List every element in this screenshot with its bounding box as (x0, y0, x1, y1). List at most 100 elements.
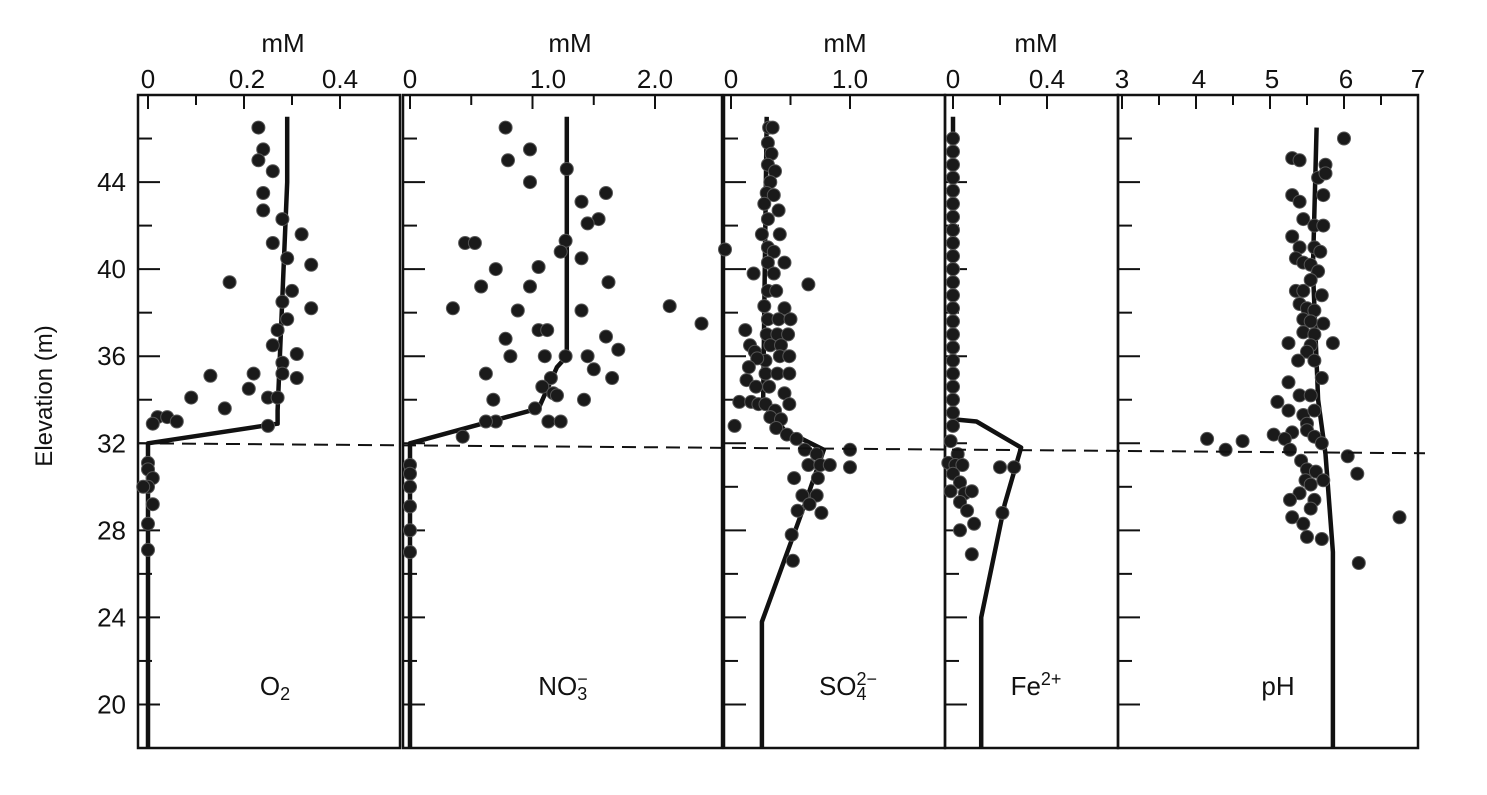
data-point (1303, 477, 1318, 492)
data-point (964, 547, 979, 562)
data-point (498, 331, 513, 346)
x-tick-label: 2.0 (637, 64, 673, 94)
data-point (601, 275, 616, 290)
data-point (304, 301, 319, 316)
data-point (738, 323, 753, 338)
data-point (1303, 388, 1318, 403)
data-point (501, 153, 515, 168)
data-point (304, 257, 319, 272)
data-point (762, 379, 777, 394)
data-point (285, 283, 299, 298)
data-point (141, 542, 155, 557)
data-point (769, 283, 784, 298)
data-point (843, 460, 857, 475)
data-point (993, 460, 1007, 475)
data-point (1316, 316, 1331, 331)
data-point (550, 388, 564, 403)
data-point (1283, 492, 1297, 507)
data-point (222, 275, 237, 290)
profile-line (950, 116, 1024, 748)
data-point (280, 312, 295, 327)
data-point (270, 323, 285, 338)
data-point (251, 120, 266, 135)
data-point (946, 301, 960, 316)
data-point (523, 279, 537, 294)
panel-frame (401, 93, 724, 750)
data-point (1392, 510, 1407, 525)
data-point (1303, 501, 1318, 516)
data-point (1307, 353, 1322, 368)
data-point (270, 390, 285, 405)
data-point (574, 194, 589, 209)
data-point (488, 262, 503, 277)
data-point (474, 279, 489, 294)
data-point (843, 442, 857, 457)
data-point (265, 236, 280, 250)
data-point (145, 497, 160, 512)
x-tick-label: 4 (1192, 64, 1206, 94)
data-point (797, 442, 812, 457)
data-point (559, 162, 574, 176)
unit-label: mM (261, 28, 304, 58)
data-point (1303, 273, 1318, 287)
data-point (822, 458, 837, 472)
data-point (486, 392, 501, 407)
data-point (1316, 188, 1331, 203)
data-point (769, 421, 784, 435)
data-point (580, 349, 595, 364)
data-point (790, 503, 805, 518)
data-point (766, 266, 781, 281)
data-point (467, 236, 482, 250)
data-point (739, 373, 754, 388)
data-point (694, 316, 709, 331)
x-tick-label: 1.0 (832, 64, 868, 94)
data-point (537, 349, 552, 364)
data-point (599, 329, 613, 344)
data-point (946, 275, 960, 290)
data-point (184, 390, 199, 405)
data-point (580, 216, 595, 231)
data-point (403, 523, 417, 538)
data-point (510, 303, 525, 318)
data-point (1350, 466, 1365, 481)
data-point (265, 338, 280, 353)
data-point (946, 249, 960, 264)
data-point (136, 479, 151, 494)
data-point (455, 429, 470, 444)
data-point (955, 458, 970, 472)
data-point (662, 299, 677, 314)
data-point (1283, 442, 1297, 457)
panel-frame (1116, 93, 1420, 750)
data-point (946, 340, 960, 355)
data-point (770, 366, 785, 381)
data-point (543, 371, 558, 385)
data-point (599, 186, 613, 200)
data-point (1325, 336, 1340, 351)
data-point (275, 294, 290, 309)
data-point (946, 170, 960, 185)
data-point (783, 312, 798, 327)
data-point (241, 381, 256, 396)
data-point (498, 120, 513, 135)
data-point (953, 523, 967, 538)
x-tick-label: 0.4 (1029, 64, 1065, 94)
chart-panels: 0 0.2 0.4 mM O2 0 1.0 2.0 mM NO3− 0 1.0 mM SO42− 0 0.4 m… (136, 28, 1425, 750)
x-tick-label: 5 (1265, 64, 1279, 94)
data-point (802, 497, 817, 512)
data-point (403, 479, 417, 494)
data-point (757, 299, 772, 314)
data-point (946, 183, 960, 198)
x-tick-label: 1.0 (530, 64, 566, 94)
data-point (1281, 403, 1296, 418)
data-point (801, 277, 816, 292)
data-point (1285, 510, 1300, 525)
data-point (1200, 431, 1215, 446)
panel-so42: 0 1.0 mM SO42− (718, 28, 947, 750)
y-axis-title: Elevation (m) (31, 325, 58, 466)
data-point (553, 414, 568, 429)
data-point (577, 392, 591, 407)
data-point (523, 142, 537, 157)
data-point (1292, 194, 1307, 209)
data-point (256, 186, 271, 200)
data-point (611, 342, 626, 357)
